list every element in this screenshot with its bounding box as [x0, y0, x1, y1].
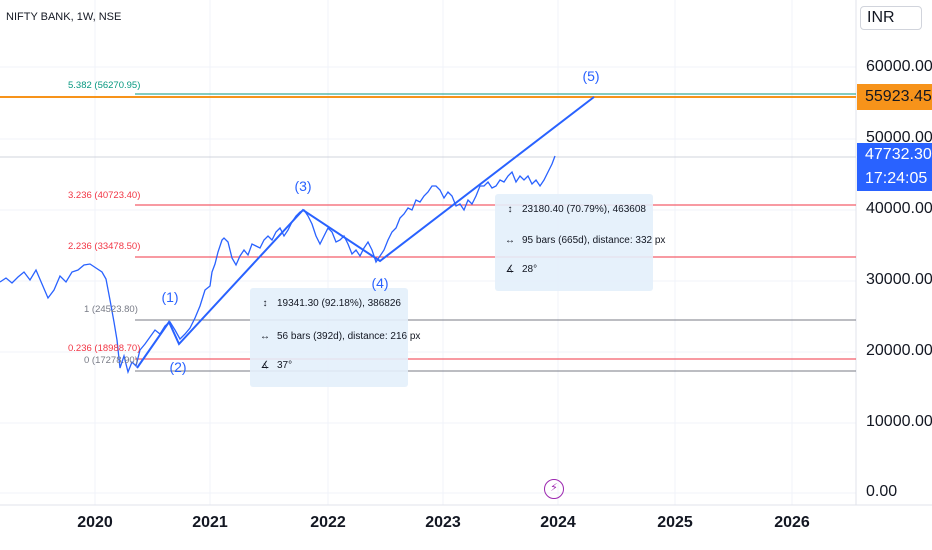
fib-label-2236: 2.236 (33478.50) [68, 241, 141, 252]
measure-1-angle: 37° [277, 360, 293, 371]
symbol-title[interactable]: NIFTY BANK, 1W, NSE [6, 11, 122, 23]
currency-selector[interactable]: INR [860, 6, 922, 30]
price-tick: 20000.00 [866, 342, 932, 359]
time-tick: 2023 [425, 514, 461, 531]
measure-2-price: 23180.40 (70.79%), 463608 [522, 204, 646, 215]
price-tick: 60000.00 [866, 58, 932, 75]
time-tick: 2024 [540, 514, 576, 531]
fib-label-3236: 3.236 (40723.40) [68, 190, 141, 201]
lightning-icon[interactable]: ⚡ [544, 479, 564, 499]
bar-countdown: 17:24:05 [857, 167, 932, 191]
measure-box-2[interactable] [495, 194, 653, 291]
measure-2-bars: 95 bars (665d), distance: 332 px [522, 235, 666, 246]
time-tick: 2025 [657, 514, 693, 531]
arrows-horizontal-icon: ↔ [260, 331, 270, 342]
arrows-horizontal-icon: ↔ [505, 235, 515, 246]
price-tick: 0.00 [866, 483, 898, 500]
measure-info-2: ↕ 23180.40 (70.79%), 463608 ↔ 95 bars (665… [495, 194, 665, 291]
wave-label-1: (1) [161, 289, 179, 305]
price-tick: 30000.00 [866, 271, 932, 288]
angle-icon: ∡ [505, 264, 515, 275]
measure-2-angle: 28° [522, 264, 538, 275]
measure-box-1[interactable] [250, 288, 408, 387]
grid [0, 0, 856, 505]
arrows-vertical-icon: ↕ [262, 298, 268, 309]
time-tick: 2022 [310, 514, 346, 531]
elliott-wave-path[interactable] [136, 96, 595, 369]
measure-1-price: 19341.30 (92.18%), 386826 [277, 298, 401, 309]
price-tick: 40000.00 [866, 200, 932, 217]
time-tick: 2020 [77, 514, 113, 531]
measure-1-bars: 56 bars (392d), distance: 216 px [277, 331, 421, 342]
wave-label-2: (2) [169, 359, 187, 375]
fib-label-1: 1 (24523.80) [84, 304, 138, 315]
time-tick: 2021 [192, 514, 228, 531]
fib-label-5382: 5.382 (56270.95) [68, 80, 141, 91]
angle-icon: ∡ [260, 360, 270, 371]
last-price-tag[interactable]: 47732.30 [857, 143, 932, 167]
price-tick: 50000.00 [866, 129, 932, 146]
fib-label-0236: 0.236 (18988.70) [68, 343, 141, 354]
measure-info-1: ↕ 19341.30 (92.18%), 386826 ↔ 56 bars (392… [250, 288, 420, 387]
wave-label-5: (5) [582, 68, 600, 84]
wave-label-3: (3) [294, 178, 312, 194]
level-price-tag[interactable]: 55923.45 [857, 84, 932, 110]
fib-label-0: 0 (17278.90) [84, 355, 138, 366]
price-tick: 10000.00 [866, 413, 932, 430]
arrows-vertical-icon: ↕ [507, 204, 513, 215]
time-tick: 2026 [774, 514, 810, 531]
wave-label-4: (4) [371, 275, 389, 291]
